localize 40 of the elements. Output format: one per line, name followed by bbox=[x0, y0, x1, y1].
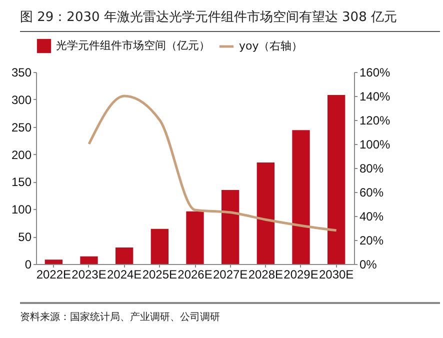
bar bbox=[186, 211, 204, 264]
y2-tick-label: 100% bbox=[360, 138, 391, 152]
text: 资料来源：国家统计局、产业调研、公司调研 bbox=[20, 302, 440, 324]
x-tick-label: 2027E bbox=[212, 268, 248, 282]
chart-title: 图 29：2030 年激光雷达光学元件组件市场空间有望达 308 亿元 bbox=[20, 8, 440, 32]
legend-label: yoy（右轴） bbox=[239, 40, 303, 52]
x-tick-label: 2029E bbox=[284, 268, 318, 282]
line-series bbox=[88, 94, 338, 232]
y2-tick-label: 160% bbox=[360, 66, 391, 80]
bar bbox=[328, 95, 346, 264]
y-tick-label: 150 bbox=[11, 175, 32, 190]
bar bbox=[44, 260, 62, 264]
x-tick-label: 2022E bbox=[36, 268, 72, 282]
y-tick-label: 50 bbox=[18, 230, 32, 244]
x-tick-label: 2023E bbox=[72, 268, 106, 282]
x-tick-label: 2028E bbox=[248, 268, 284, 282]
y2-tick-label: 120% bbox=[360, 114, 391, 128]
legend-label: 光学元件组件市场空间（亿元） bbox=[56, 39, 210, 52]
y2-tick-label: 80% bbox=[360, 162, 384, 176]
bar bbox=[80, 256, 98, 264]
y2-tick-label: 20% bbox=[360, 234, 384, 248]
x-tick-label: 2026E bbox=[178, 268, 212, 282]
bar bbox=[292, 130, 310, 264]
y2-tick-label: 0% bbox=[360, 258, 378, 272]
y-tick-label: 250 bbox=[11, 120, 32, 134]
bar bbox=[150, 228, 168, 264]
y-tick-label: 300 bbox=[11, 92, 32, 107]
y-tick-label: 350 bbox=[11, 66, 32, 80]
y2-tick-label: 40% bbox=[360, 210, 384, 224]
bar bbox=[256, 162, 274, 264]
y-tick-label: 100 bbox=[11, 202, 32, 217]
x-tick-label: 2025E bbox=[142, 268, 178, 282]
bar bbox=[116, 248, 134, 264]
y-tick-label: 0 bbox=[24, 258, 32, 272]
y2-tick-label: 140% bbox=[360, 90, 391, 104]
y2-tick-label: 60% bbox=[360, 186, 384, 200]
y-tick-label: 200 bbox=[11, 148, 32, 162]
x-tick-label: 2030E bbox=[318, 268, 354, 282]
x-tick-label: 2024E bbox=[106, 268, 142, 282]
bar bbox=[222, 190, 240, 264]
